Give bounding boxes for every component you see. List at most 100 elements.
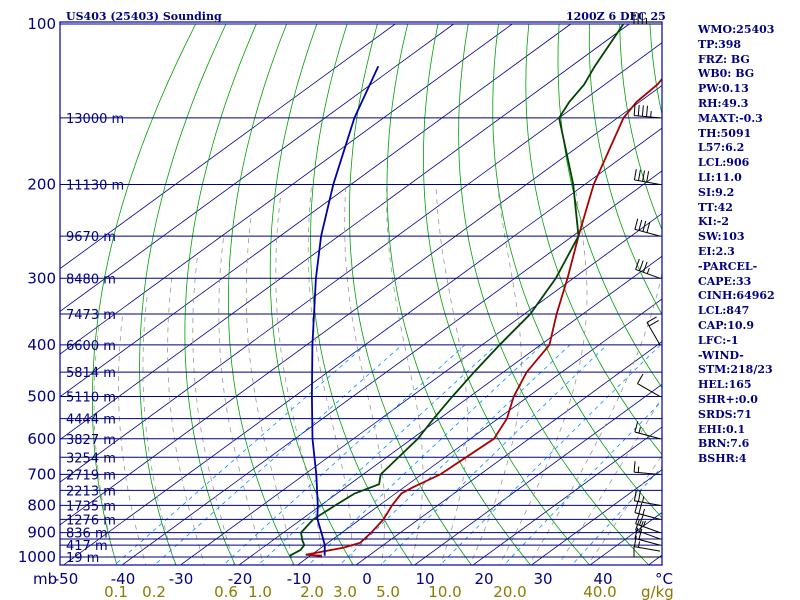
moist-adiabat-line: [499, 184, 588, 565]
height-label: 417 m: [66, 539, 108, 554]
mixing-ratio-line: [380, 344, 608, 565]
wind-barb: [634, 421, 661, 440]
wind-barb: [634, 501, 661, 520]
height-label: 1276 m: [66, 513, 116, 528]
index-item: EI:2.3: [698, 244, 735, 258]
wind-barb-flag: [633, 535, 637, 547]
index-item: WB0: BG: [698, 67, 755, 81]
indices-panel: WMO:25403 TP:398 FRZ: BG WB0: BG PW:0.13 RH:4…: [698, 23, 798, 467]
wind-barb: [633, 169, 661, 185]
moist-adiabat-line: [469, 184, 522, 565]
wind-barb-flag: [638, 502, 643, 514]
wind-barb-staff: [637, 383, 661, 397]
wind-barb-halfflag: [642, 496, 645, 503]
dry-adiabat-line: [386, 23, 532, 565]
wind-barb-flag: [639, 514, 644, 526]
isotherm-line: [238, 255, 662, 565]
wind-barb-flag: [646, 316, 657, 323]
index-item: SI:9.2: [698, 185, 735, 199]
wind-barb-halfflag: [642, 508, 645, 515]
isotherm-line: [62, 127, 662, 565]
dry-adiabat-line: [525, 23, 662, 456]
index-item: WMO:25403: [698, 23, 775, 36]
moist-adiabat-line: [275, 195, 323, 565]
temperature-tick-label: -50: [54, 570, 79, 588]
mixing-ratio-label: 3.0: [333, 583, 357, 600]
wind-barb-halfflag: [650, 111, 652, 118]
wind-barb: [633, 489, 661, 506]
moist-adiabat-line: [386, 184, 424, 565]
height-label: 8480 m: [66, 272, 116, 287]
wind-barb-staff: [635, 268, 661, 279]
temperature-tick-label: -10: [287, 570, 312, 588]
mixing-ratio-label: 10.0: [428, 583, 461, 600]
wind-barb-halfflag: [637, 541, 641, 548]
height-label: 5110 m: [66, 391, 116, 406]
mixing-ratio-line: [257, 344, 497, 565]
mixing-ratio-label: 5.0: [376, 583, 400, 600]
wind-barb-flag: [637, 104, 640, 116]
height-label: 1735 m: [66, 499, 116, 514]
index-item: CAPE:33: [698, 274, 752, 288]
dry-adiabat-line: [92, 23, 197, 565]
height-label: 2719 m: [66, 468, 116, 483]
index-item: PW:0.13: [698, 82, 749, 96]
wind-barb-flag: [648, 320, 659, 327]
wind-barb: [633, 13, 660, 25]
index-item: SRDS:71: [698, 407, 752, 421]
wind-barb-flag: [633, 104, 636, 116]
index-item: CINH:64962: [698, 289, 775, 303]
mixing-ratio-label: 1.0: [248, 583, 272, 600]
isotherm-line: [179, 213, 662, 565]
isotherm-line: [60, 23, 630, 440]
dry-adiabat-line: [310, 23, 413, 565]
index-item: STM:218/23: [698, 363, 773, 377]
moist-adiabat-line: [118, 310, 147, 565]
index-item: -WIND-: [698, 348, 744, 362]
wind-barb-halfflag: [638, 427, 641, 434]
temperature-tick-label: 20: [474, 570, 493, 588]
wind-barb-flag: [633, 489, 637, 501]
index-item: HEL:165: [698, 378, 752, 392]
dry-adiabat-line: [492, 23, 662, 519]
wind-barb: [633, 461, 661, 475]
index-item: TH:5091: [698, 126, 752, 140]
moist-adiabat-line: [93, 326, 118, 565]
wind-barb: [646, 316, 661, 346]
pressure-label: 300: [27, 269, 56, 287]
dry-adiabat-line: [269, 23, 354, 565]
wind-barb-flag: [634, 218, 639, 230]
wind-barb-flag: [642, 261, 648, 273]
mixing-ratio-unit-label: g/kg: [641, 583, 674, 600]
height-label: 2213 m: [66, 484, 116, 499]
wind-barb-flag: [646, 105, 648, 117]
height-label: 6600 m: [66, 339, 116, 354]
height-label: 3827 m: [66, 433, 116, 448]
index-item: BRN:7.6: [698, 437, 750, 451]
wind-barb-staff: [646, 322, 661, 346]
isotherm-line: [60, 84, 662, 526]
height-label: 7473 m: [66, 308, 116, 323]
dry-adiabat-line: [139, 23, 227, 565]
index-item: EHI:0.1: [698, 422, 746, 436]
isotherm-line: [60, 23, 571, 398]
isotherm-line: [60, 23, 513, 355]
isotherm-line: [472, 426, 662, 565]
index-item: TP:398: [698, 37, 742, 51]
wind-barb-staff: [634, 537, 661, 546]
temperature-tick-label: 0: [362, 570, 372, 588]
height-label: 5814 m: [66, 366, 116, 381]
mixing-ratio-label: 0.2: [142, 583, 166, 600]
wind-barb-flag: [642, 220, 647, 232]
wind-barb-staff: [634, 431, 661, 440]
height-label: 836 m: [66, 527, 108, 542]
x-axis-unit-label: °C: [655, 570, 673, 588]
wind-barb: [635, 513, 661, 534]
mixing-ratio-label: 0.6: [214, 583, 238, 600]
wind-barb-flag: [634, 421, 639, 433]
temperature-tick-label: 10: [415, 570, 434, 588]
plot-border: [59, 21, 663, 566]
mixing-ratio-line: [338, 344, 571, 565]
isotherm-line: [121, 170, 662, 565]
